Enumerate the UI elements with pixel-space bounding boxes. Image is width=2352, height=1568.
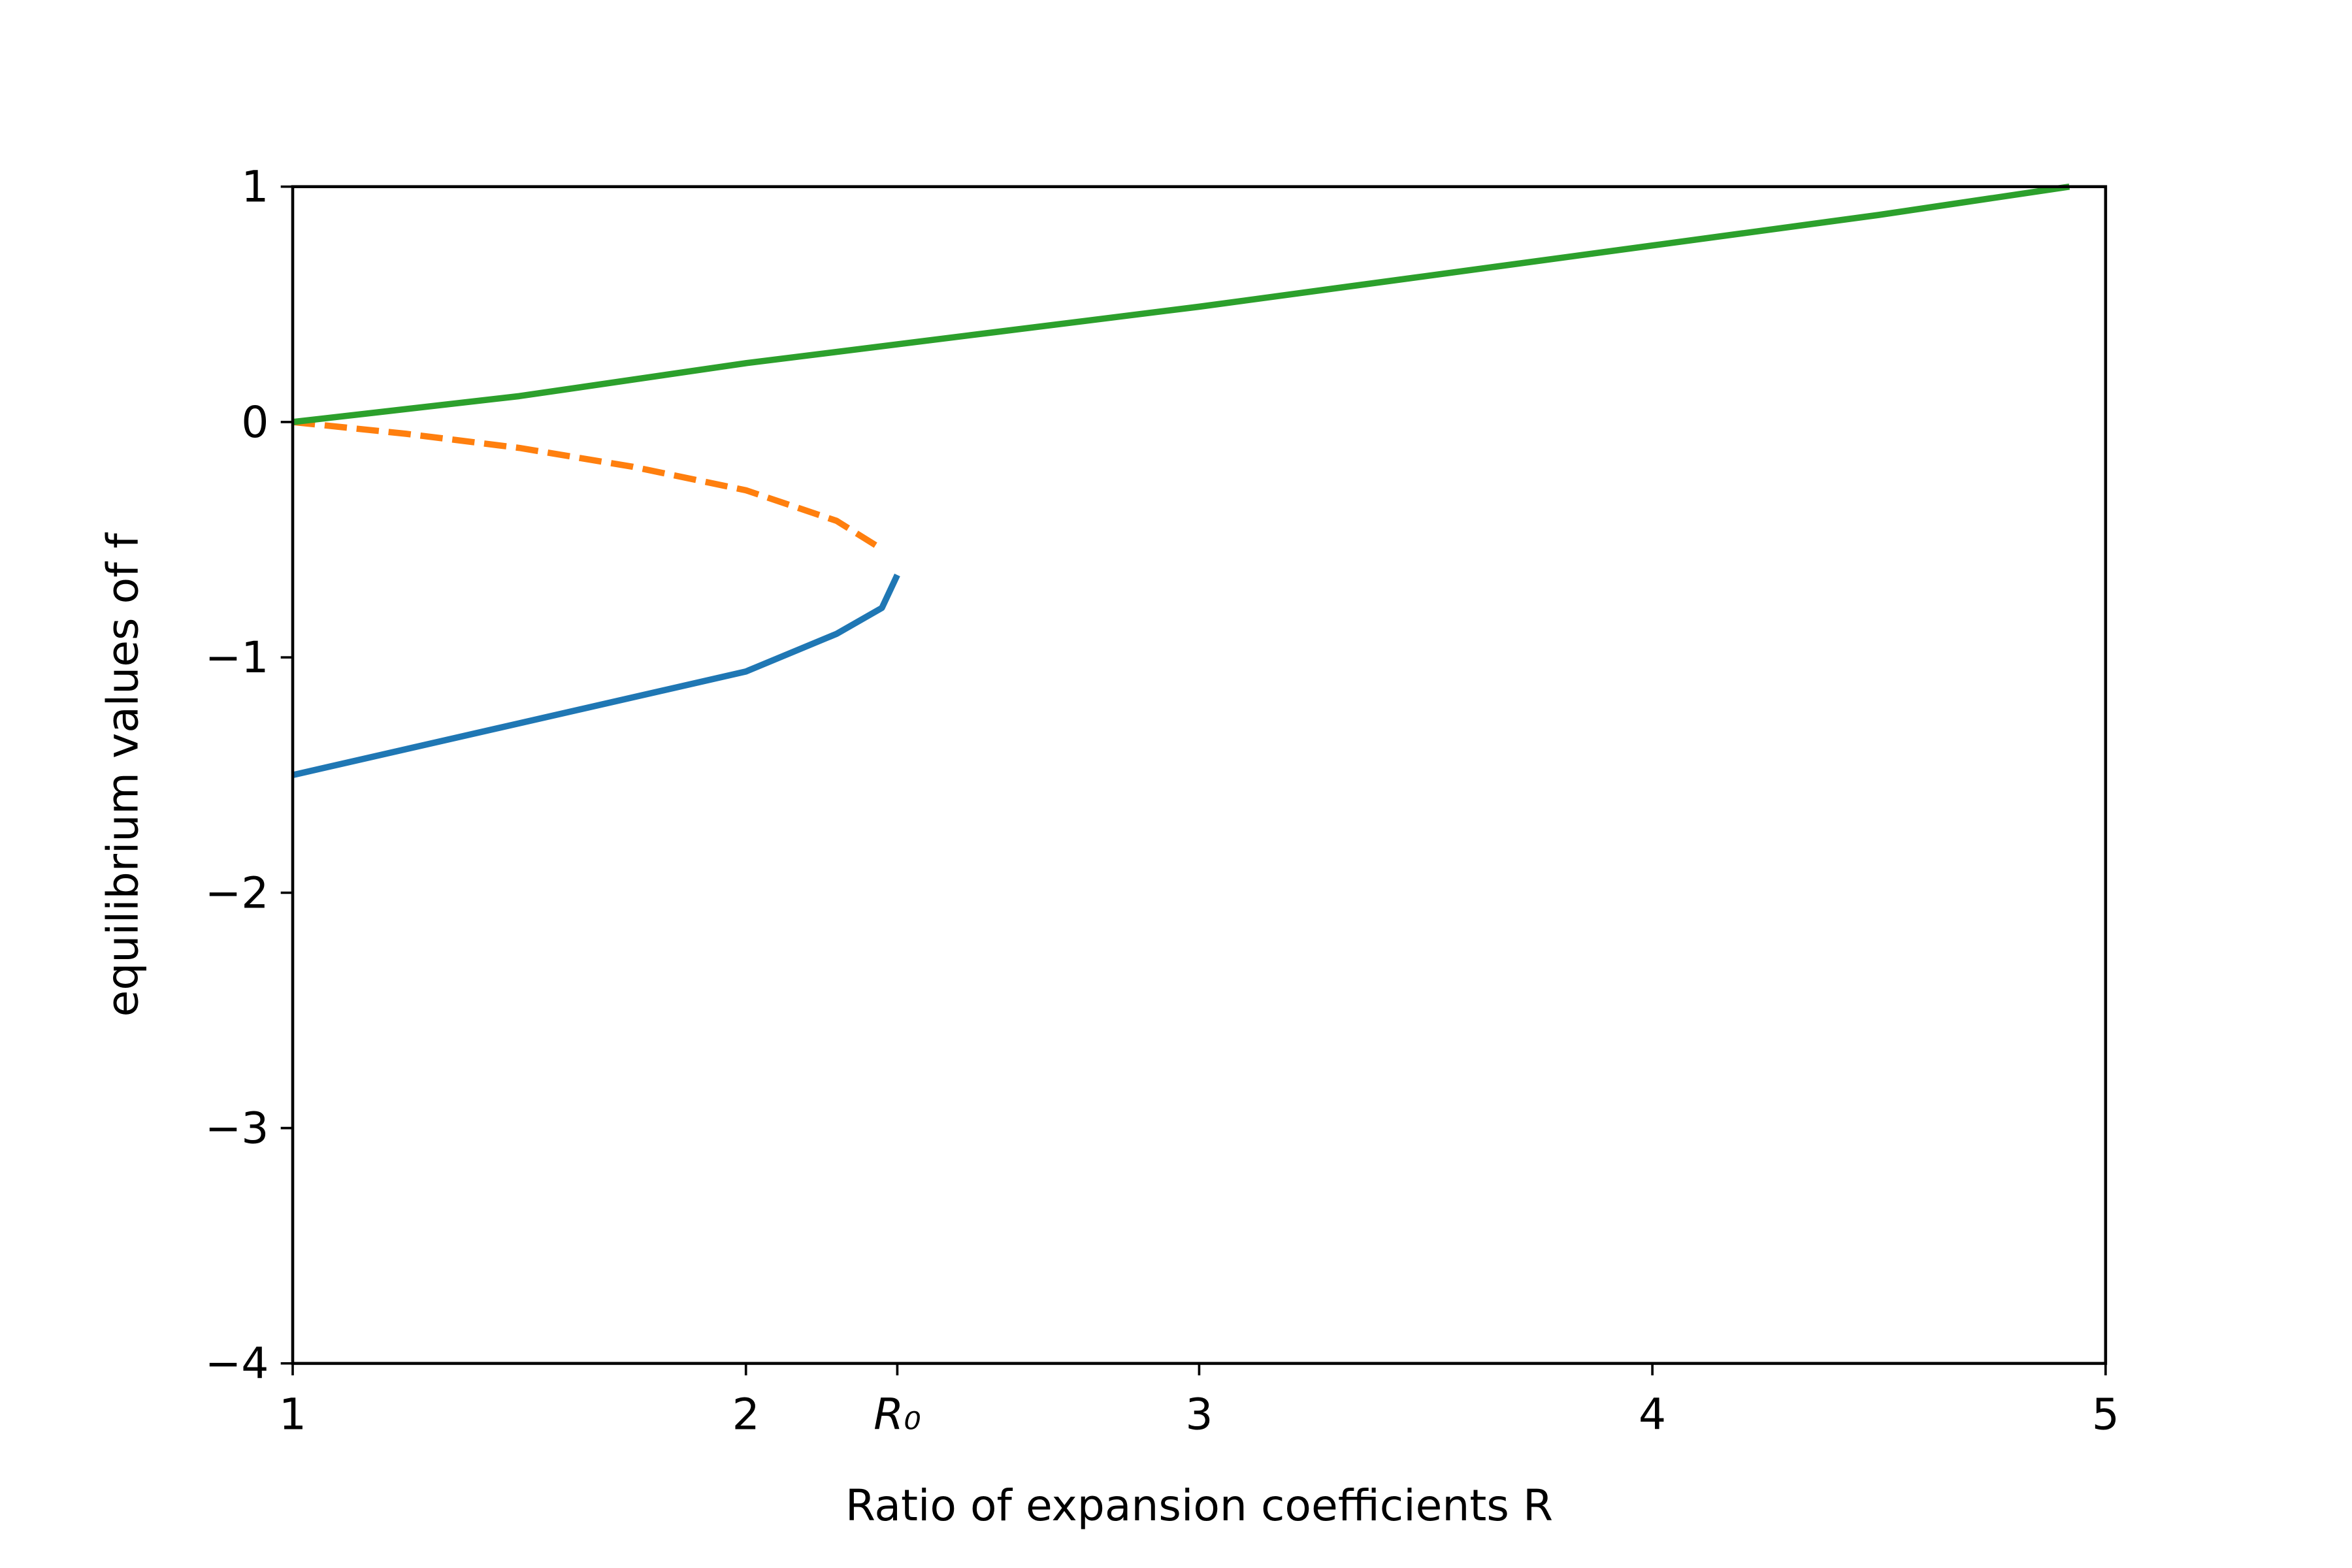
y-tick-label: −2 xyxy=(205,867,269,918)
x-tick-label: 2 xyxy=(732,1388,760,1439)
x-tick-label: R₀ xyxy=(874,1388,921,1439)
y-axis-label: equilibrium values of f xyxy=(97,532,148,1017)
x-axis-label: Ratio of expansion coefficients R xyxy=(845,1480,1553,1531)
series-line xyxy=(292,419,884,552)
series-line xyxy=(292,183,2070,425)
x-tick-label: 5 xyxy=(2092,1388,2119,1439)
y-tick-label: 1 xyxy=(241,161,269,212)
y-tick-label: −4 xyxy=(205,1338,269,1389)
y-tick-label: −1 xyxy=(205,632,269,683)
x-tick-label: 4 xyxy=(1639,1388,1666,1439)
y-tick-label: 0 xyxy=(241,397,269,448)
series-line xyxy=(291,574,900,778)
plot-frame xyxy=(291,185,2108,1365)
y-tick-label: −3 xyxy=(205,1102,269,1153)
x-tick-label: 1 xyxy=(279,1388,306,1439)
x-tick-label: 3 xyxy=(1185,1388,1213,1439)
